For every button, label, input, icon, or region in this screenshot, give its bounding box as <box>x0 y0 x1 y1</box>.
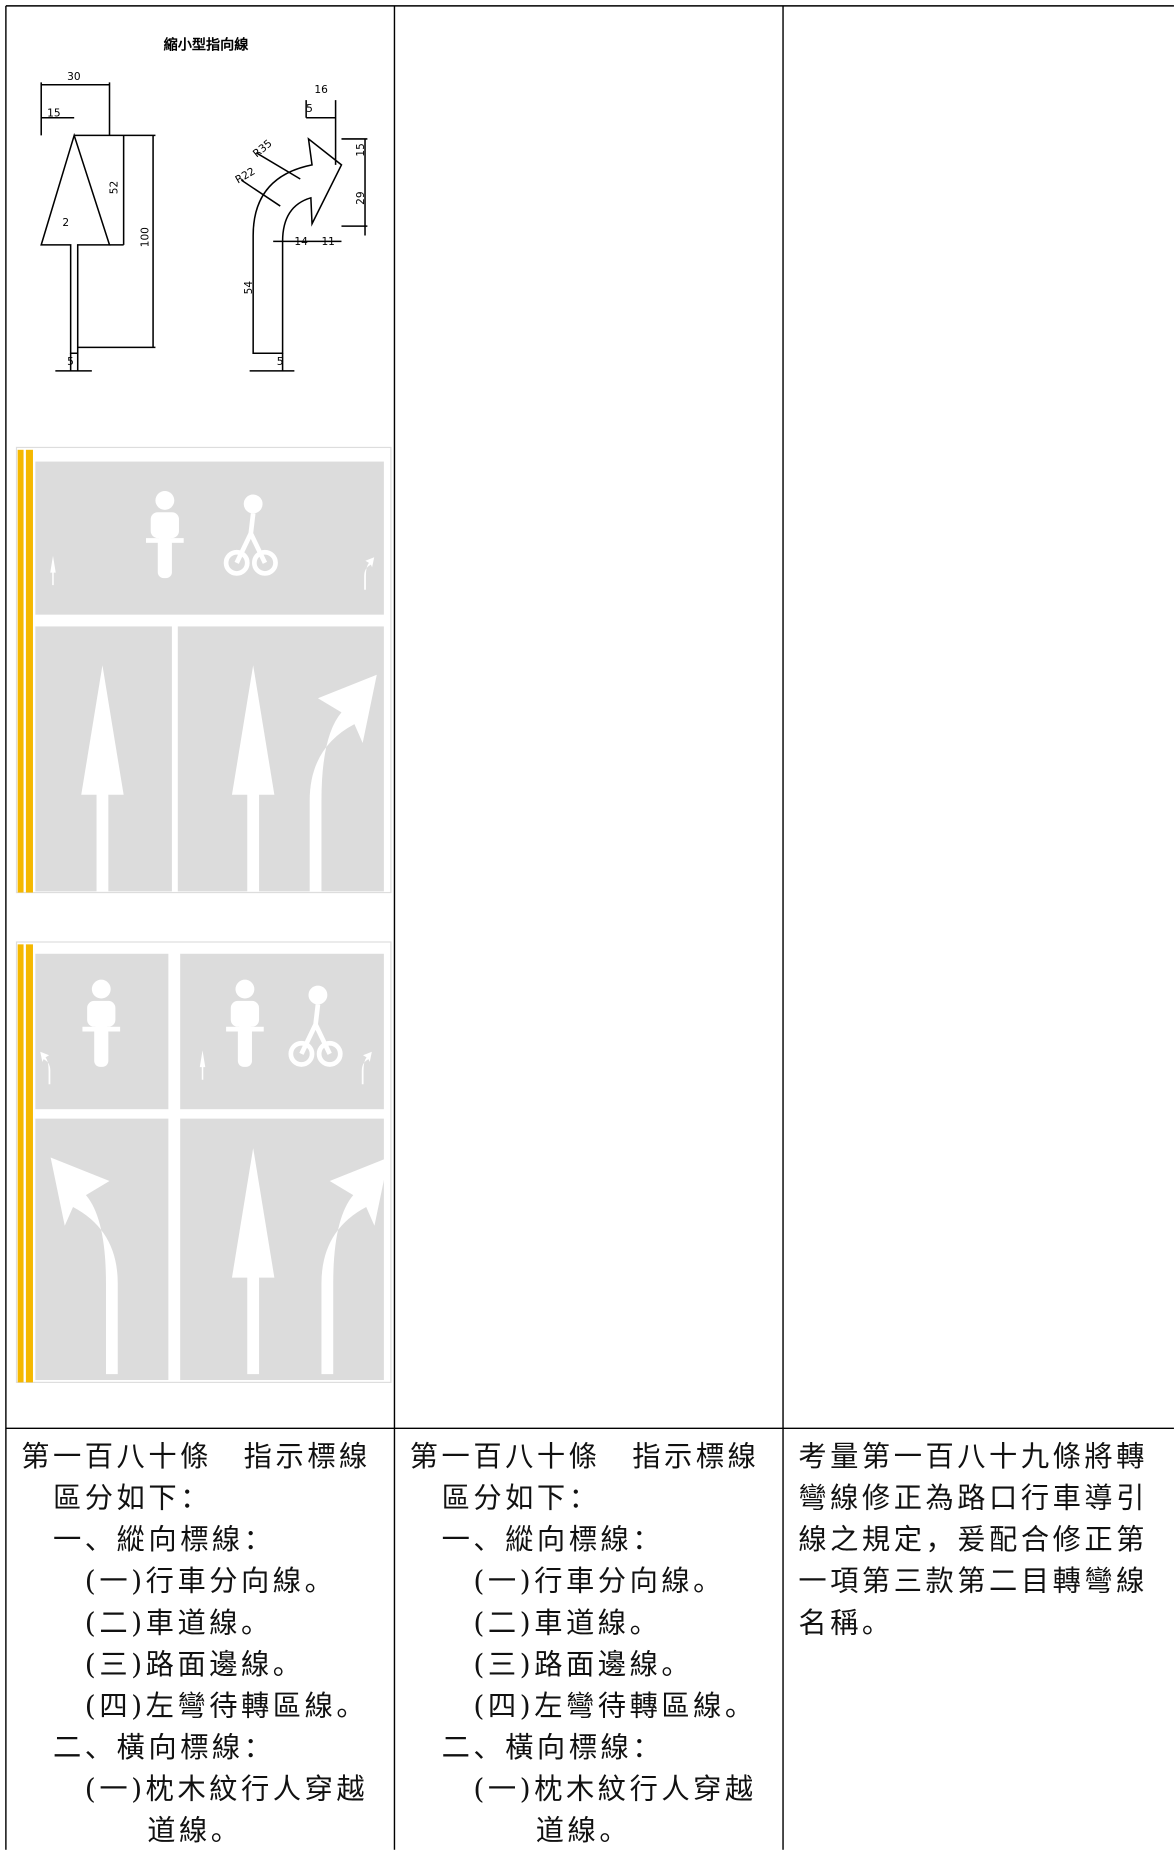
cell-text-line: (四)左彎待轉區線。 <box>85 1689 368 1722</box>
cell-text-line: 線之規定，爰配合修正第 <box>798 1523 1148 1556</box>
cell-text-line: 一、縱向標線： <box>53 1523 275 1556</box>
cell-text-line: (一)行車分向線。 <box>85 1565 337 1598</box>
cell-text-line: 第一百八十條 指示標線 <box>410 1440 760 1473</box>
cell-text-line: 考量第一百八十九條將轉 <box>798 1440 1148 1473</box>
dimension-label: 2 <box>62 217 69 229</box>
cell-text-line: 區分如下： <box>442 1482 601 1515</box>
cell-text-line: 二、橫向標線： <box>53 1731 275 1764</box>
cell-text-line: (四)左彎待轉區線。 <box>473 1689 756 1722</box>
cell-text-line: (二)車道線。 <box>473 1606 661 1639</box>
dimension-label: 5 <box>306 103 313 115</box>
dimension-label: 52 <box>109 181 121 194</box>
cell-text-line: 一項第三款第二目轉彎線 <box>798 1565 1148 1598</box>
cell-text-line: 名稱。 <box>798 1606 893 1639</box>
dimension-label: 100 <box>139 227 151 247</box>
cell-text-line: (二)車道線。 <box>85 1606 273 1639</box>
cell-text-line: 一、縱向標線： <box>442 1523 664 1556</box>
cell-text-line: 第一百八十條 指示標線 <box>21 1440 371 1473</box>
dimension-label: 30 <box>67 71 81 83</box>
cell-text-line: (三)路面邊線。 <box>85 1648 305 1681</box>
cell-text-line: (一)行車分向線。 <box>473 1565 725 1598</box>
figure-title: 縮小型指向線 <box>164 36 250 53</box>
cell-text-line: 二、橫向標線： <box>442 1731 664 1764</box>
cell-text-line: 彎線修正為路口行車導引 <box>798 1482 1148 1515</box>
cell-text-line: (一)枕木紋行人穿越 <box>473 1773 756 1806</box>
dimension-label: 14 <box>294 236 308 248</box>
dimension-label: 29 <box>355 191 367 204</box>
dimension-label: 16 <box>314 84 328 96</box>
cell-text-line: 道線。 <box>147 1814 242 1847</box>
dimension-label: 11 <box>321 236 334 248</box>
dimension-label: 5 <box>67 356 74 368</box>
cell-text-line: 道線。 <box>536 1814 631 1847</box>
cell-text-line: (一)枕木紋行人穿越 <box>85 1773 368 1806</box>
table-lines <box>5 5 1174 1850</box>
dimension-label: 15 <box>355 143 367 156</box>
road-marking-1 <box>15 446 392 894</box>
cell-text-line: 區分如下： <box>53 1482 212 1515</box>
cell-text-line: (三)路面邊線。 <box>473 1648 693 1681</box>
dimension-label: 5 <box>277 356 284 368</box>
dimension-label: 54 <box>243 281 255 295</box>
dimension-label: 15 <box>47 108 60 120</box>
road-marking-2 <box>15 941 392 1383</box>
